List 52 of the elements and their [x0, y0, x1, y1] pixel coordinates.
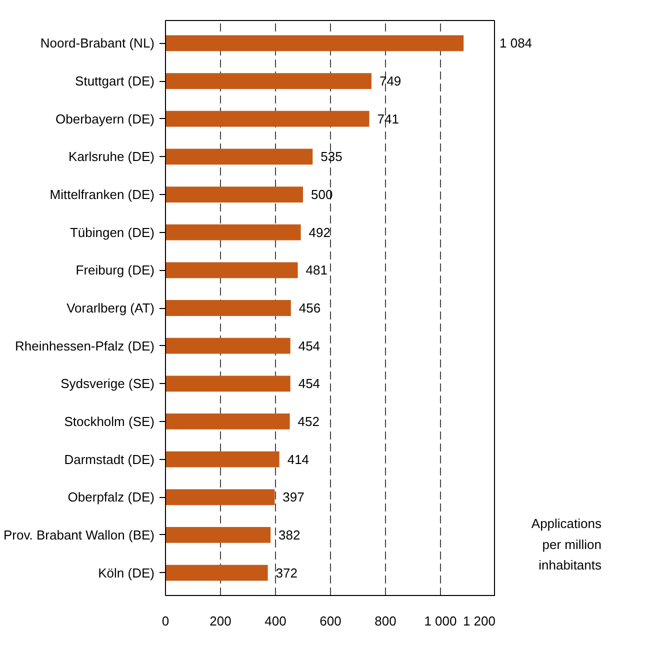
x-tick-label: 1 200	[462, 614, 496, 628]
y-tick-label: Stockholm (SE)	[64, 414, 155, 429]
bar	[166, 376, 290, 392]
data-label: 372	[276, 565, 298, 580]
y-tick-label: Tübingen (DE)	[70, 224, 155, 240]
x-tick-label: 0	[162, 614, 170, 628]
data-label: 382	[278, 527, 300, 542]
y-tick-label: Oberpfalz (DE)	[68, 490, 155, 505]
bar	[166, 73, 372, 89]
bar	[166, 300, 291, 316]
bar	[166, 527, 271, 543]
data-label: 414	[287, 452, 310, 467]
y-tick-label: Darmstadt (DE)	[64, 452, 155, 467]
data-label: 749	[379, 74, 402, 89]
x-tick-label: 200	[210, 614, 232, 628]
data-label: 454	[298, 376, 320, 392]
y-tick-label: Vorarlberg (AT)	[66, 300, 155, 316]
data-label: 456	[298, 300, 321, 316]
y-tick-label: Sydsverige (SE)	[60, 376, 154, 392]
bar	[166, 224, 301, 240]
y-tick-label: Mittelfranken (DE)	[50, 187, 154, 202]
bar	[166, 414, 290, 430]
bar	[166, 110, 370, 127]
bar	[166, 35, 464, 52]
bar	[166, 148, 313, 165]
text: Applications per million inhabitants	[531, 516, 602, 573]
bar	[166, 489, 275, 506]
y-tick-label: Rheinhessen-Pfalz (DE)	[15, 338, 155, 354]
x-tick-label: 600	[320, 614, 342, 628]
x-tick-label: 800	[374, 614, 396, 628]
data-label: 452	[298, 414, 320, 429]
y-tick-label: Stuttgart (DE)	[75, 74, 154, 89]
bar	[166, 262, 298, 278]
y-tick-label: Prov. Brabant Wallon (BE)	[4, 527, 154, 542]
y-tick-label: Karlsruhe (DE)	[68, 149, 154, 164]
x-tick-label: 1 000	[424, 614, 457, 628]
data-label: 535	[320, 149, 342, 164]
data-label: 454	[298, 338, 320, 354]
x-tick-label: 400	[264, 614, 286, 628]
bar	[166, 564, 268, 581]
y-tick-label: Oberbayern (DE)	[56, 111, 155, 126]
data-label: 492	[308, 224, 331, 240]
bar	[166, 451, 280, 468]
data-label: 481	[306, 262, 328, 278]
data-label: 1 084	[500, 36, 532, 51]
bar	[166, 338, 290, 354]
data-label: 397	[282, 490, 304, 505]
y-tick-label: Noord-Brabant (NL)	[40, 36, 154, 51]
bar	[166, 186, 303, 202]
y-tick-label: Köln (DE)	[98, 565, 155, 580]
data-label: 741	[377, 111, 399, 126]
y-tick-label: Freiburg (DE)	[76, 262, 155, 278]
